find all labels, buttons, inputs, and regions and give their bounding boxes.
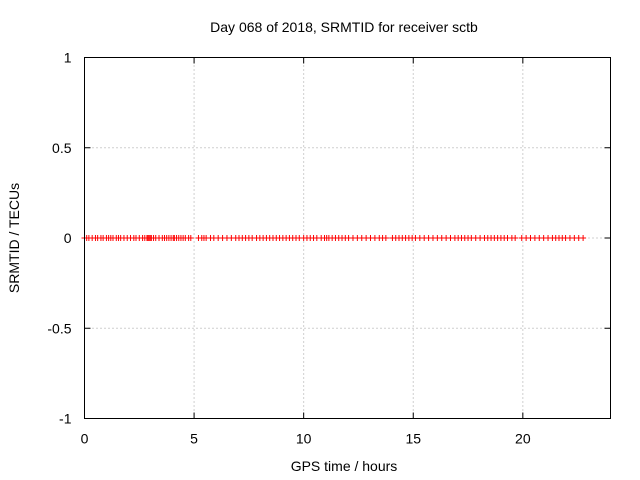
x-tick-label: 5 <box>190 431 198 447</box>
data-points <box>81 235 587 241</box>
y-tick-label: -0.5 <box>47 320 71 336</box>
data-point <box>187 235 194 241</box>
chart-title: Day 068 of 2018, SRMTID for receiver sct… <box>210 19 478 35</box>
x-axis-label: GPS time / hours <box>291 458 398 474</box>
y-tick-label: -1 <box>59 411 72 427</box>
plot-frame <box>84 57 611 419</box>
data-point <box>512 235 519 241</box>
data-point <box>382 235 389 241</box>
x-tick-label: 0 <box>81 431 89 447</box>
x-tick-label: 15 <box>405 431 421 447</box>
y-tick-label: 0 <box>64 230 72 246</box>
y-axis-label: SRMTID / TECUs <box>6 183 22 293</box>
y-tick-label: 0.5 <box>52 140 72 156</box>
axis-ticks: -1-0.500.510 5 10 15 20 <box>47 50 611 447</box>
x-tick-label: 20 <box>515 431 531 447</box>
x-tick-label: 10 <box>296 431 312 447</box>
data-point <box>580 235 587 241</box>
y-tick-label: 1 <box>64 50 72 66</box>
